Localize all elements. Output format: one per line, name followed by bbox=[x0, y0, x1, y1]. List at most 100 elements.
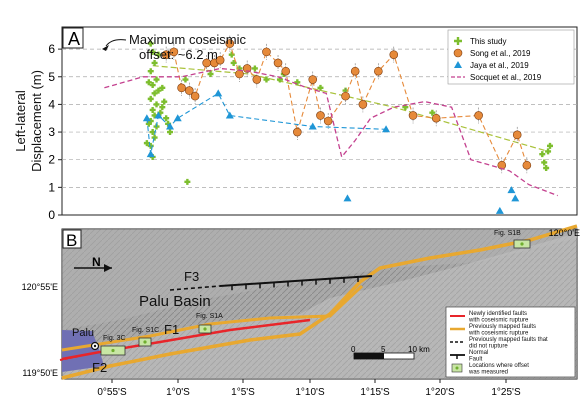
jaya-point bbox=[214, 89, 223, 97]
legend-a-marker bbox=[454, 37, 462, 45]
panel-a-label-box bbox=[62, 27, 84, 49]
series-a bbox=[104, 35, 558, 214]
song-point bbox=[215, 55, 225, 65]
panel-b-label-box bbox=[62, 229, 82, 249]
measurement-dot bbox=[143, 340, 147, 344]
song-point bbox=[262, 47, 271, 57]
scale-10: 10 km bbox=[408, 345, 430, 354]
song-point bbox=[281, 66, 291, 76]
y-axis-label-line1: Left-lateral bbox=[13, 90, 28, 152]
y-tick-label: 5 bbox=[48, 70, 55, 84]
y-tick-label: 6 bbox=[48, 42, 55, 56]
legend-a-label: This study bbox=[470, 37, 506, 46]
song-point bbox=[252, 75, 262, 84]
song-point bbox=[350, 66, 360, 76]
fig-label: Fig. S1C bbox=[132, 327, 159, 334]
y-tick-label: 0 bbox=[48, 208, 55, 222]
this-study-point bbox=[251, 65, 258, 72]
this-study-point bbox=[317, 84, 324, 91]
basin-label: Palu Basin bbox=[139, 293, 211, 310]
palu-bay bbox=[62, 330, 104, 372]
song-point bbox=[389, 50, 399, 59]
this-study-point bbox=[541, 159, 548, 166]
panel-b-label: B bbox=[66, 231, 77, 250]
y-axis-label-line2: Displacement (m) bbox=[29, 70, 44, 172]
fault-red-dash bbox=[59, 355, 81, 361]
lon-label: 0°55'S bbox=[97, 387, 127, 398]
this-study-point bbox=[145, 120, 152, 127]
legend-b-label: Newly identified faults with coseismic ru… bbox=[468, 311, 529, 324]
trend-line bbox=[146, 92, 387, 155]
this-study-point bbox=[546, 142, 553, 149]
jaya-point bbox=[166, 122, 175, 130]
jaya-point bbox=[142, 114, 151, 122]
y-tick-label: 3 bbox=[48, 125, 55, 139]
legend-b-label: Locations where offset was measured bbox=[468, 363, 529, 376]
this-study-point bbox=[151, 134, 158, 141]
panel-a: 0 1 2 3 4 5 6 A Maximum coseismic offset: ~6.2… bbox=[13, 26, 578, 222]
jaya-point bbox=[146, 150, 155, 158]
socquet-line bbox=[104, 67, 558, 197]
this-study-point bbox=[147, 40, 154, 47]
jaya-point bbox=[173, 114, 182, 122]
this-study-point bbox=[545, 148, 552, 155]
lon-label: 1°10'S bbox=[295, 387, 325, 398]
this-study-point bbox=[147, 68, 154, 75]
palu-label: Palu bbox=[72, 327, 94, 339]
lat-120-0: 120°0'E bbox=[549, 228, 580, 238]
grid-a bbox=[62, 48, 577, 188]
lon-label: 1°5'S bbox=[231, 387, 255, 398]
fig-label: Fig. S1A bbox=[196, 313, 223, 320]
scale-5: 5 bbox=[381, 345, 386, 354]
legend-b-dot bbox=[455, 366, 459, 370]
this-study-point bbox=[159, 104, 166, 111]
scale-0: 0 bbox=[351, 345, 356, 354]
fault-unruptured bbox=[169, 285, 221, 291]
this-study-point bbox=[207, 71, 214, 77]
this-study-point bbox=[149, 48, 156, 55]
this-study-point bbox=[153, 76, 160, 83]
panel-b: Fig. 3C Fig. S1C Fig. S1A Fig. S1B B N Palu… bbox=[22, 224, 580, 398]
this-study-point bbox=[167, 129, 174, 136]
lon-label: 1°0'S bbox=[166, 387, 190, 398]
this-study-point bbox=[230, 59, 237, 66]
song-point bbox=[242, 64, 252, 73]
jaya-point bbox=[154, 111, 163, 119]
this-study-point bbox=[294, 79, 301, 86]
this-study-point bbox=[539, 151, 546, 158]
song-point bbox=[190, 91, 200, 101]
f1-label: F1 bbox=[164, 322, 179, 337]
trend-line bbox=[166, 42, 528, 167]
fault-newly-identified bbox=[61, 318, 311, 361]
series-0 bbox=[143, 40, 553, 185]
legend-b-label: Previously mapped faults that did not rup… bbox=[469, 337, 548, 350]
jaya-point bbox=[382, 125, 391, 133]
legend-b-label: Previously mapped faults with coseismic r… bbox=[468, 324, 536, 337]
this-study-point bbox=[429, 109, 436, 116]
y-ticks-a: 0 1 2 3 4 5 6 bbox=[48, 42, 62, 222]
panel-a-label: A bbox=[68, 29, 80, 49]
song-point bbox=[431, 113, 441, 123]
y-tick-label: 1 bbox=[48, 180, 55, 194]
north-label: N bbox=[92, 255, 101, 269]
song-point bbox=[316, 111, 325, 120]
this-study-point bbox=[151, 59, 158, 66]
this-study-point bbox=[543, 165, 550, 171]
this-study-point bbox=[143, 140, 150, 147]
song-point bbox=[225, 39, 235, 48]
series-3 bbox=[104, 67, 558, 197]
song-point bbox=[341, 91, 350, 101]
normal-fault bbox=[219, 275, 373, 287]
this-study-point bbox=[153, 101, 160, 108]
song-point bbox=[358, 100, 368, 109]
this-study-point bbox=[155, 51, 162, 58]
lon-label: 1°20'S bbox=[425, 387, 455, 398]
song-point bbox=[308, 75, 318, 84]
palu-city-dot bbox=[93, 344, 97, 348]
this-study-point bbox=[149, 106, 156, 113]
f2-label: F2 bbox=[92, 360, 107, 375]
song-point bbox=[522, 160, 532, 170]
lon-label: 1°15'S bbox=[360, 387, 390, 398]
this-study-point bbox=[147, 95, 154, 102]
legend-a-marker bbox=[453, 48, 463, 58]
